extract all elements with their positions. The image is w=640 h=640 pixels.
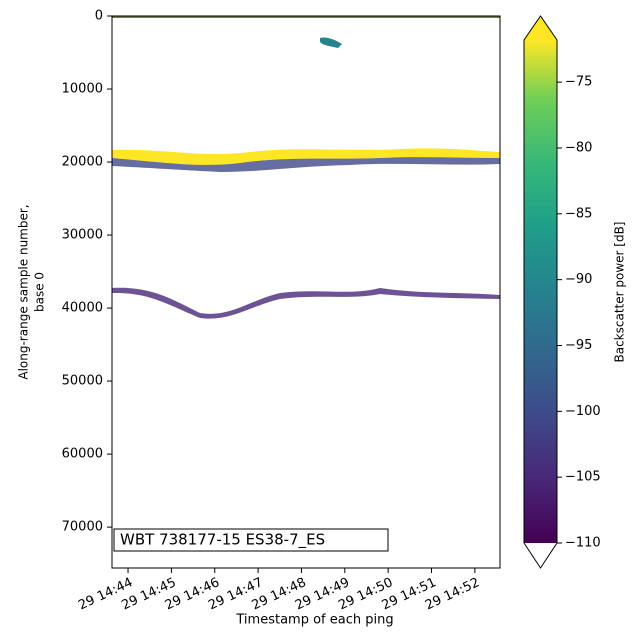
y-tick-label: 30000: [62, 228, 103, 243]
colorbar-label: Backscatter power [dB]: [613, 222, 627, 363]
y-tick-label: 60000: [62, 447, 103, 462]
bottom-echo-weak: [112, 157, 500, 172]
colorbar-tick-label: −80: [565, 140, 592, 155]
bottom-echo-strong: [112, 148, 500, 165]
y-tick-label: 70000: [62, 520, 103, 535]
colorbar: [524, 40, 557, 543]
colorbar-tick-label: −90: [565, 272, 592, 287]
colorbar-extend-max: [524, 16, 557, 40]
colorbar-tick-label: −75: [565, 75, 592, 90]
y-tick-label: 20000: [62, 155, 103, 170]
plot-frame: [111, 15, 501, 569]
y-tick-label: 40000: [62, 301, 103, 316]
echogram-image: [112, 16, 500, 319]
y-axis-label: base 0: [33, 272, 47, 312]
annotation-box: [113, 528, 389, 552]
colorbar-tick-label: −110: [565, 536, 601, 551]
colorbar-tick-label: −105: [565, 470, 601, 485]
colorbar-tick-label: −100: [565, 404, 601, 419]
colorbar-tick-label: −95: [565, 338, 592, 353]
y-tick-label: 10000: [62, 82, 103, 97]
surface-band: [112, 16, 500, 18]
second-echo: [112, 287, 500, 319]
annotation: WBT 738177-15 ES38-7_ES: [120, 531, 325, 550]
y-tick-label: 0: [95, 9, 103, 24]
y-axis-label: Along-range sample number,: [17, 204, 31, 379]
colorbar-tick-label: −85: [565, 206, 592, 221]
colorbar-extend-min: [524, 543, 557, 568]
y-tick-label: 50000: [62, 374, 103, 389]
fish-school: [320, 37, 342, 48]
x-axis-label: Timestamp of each ping: [235, 613, 393, 628]
